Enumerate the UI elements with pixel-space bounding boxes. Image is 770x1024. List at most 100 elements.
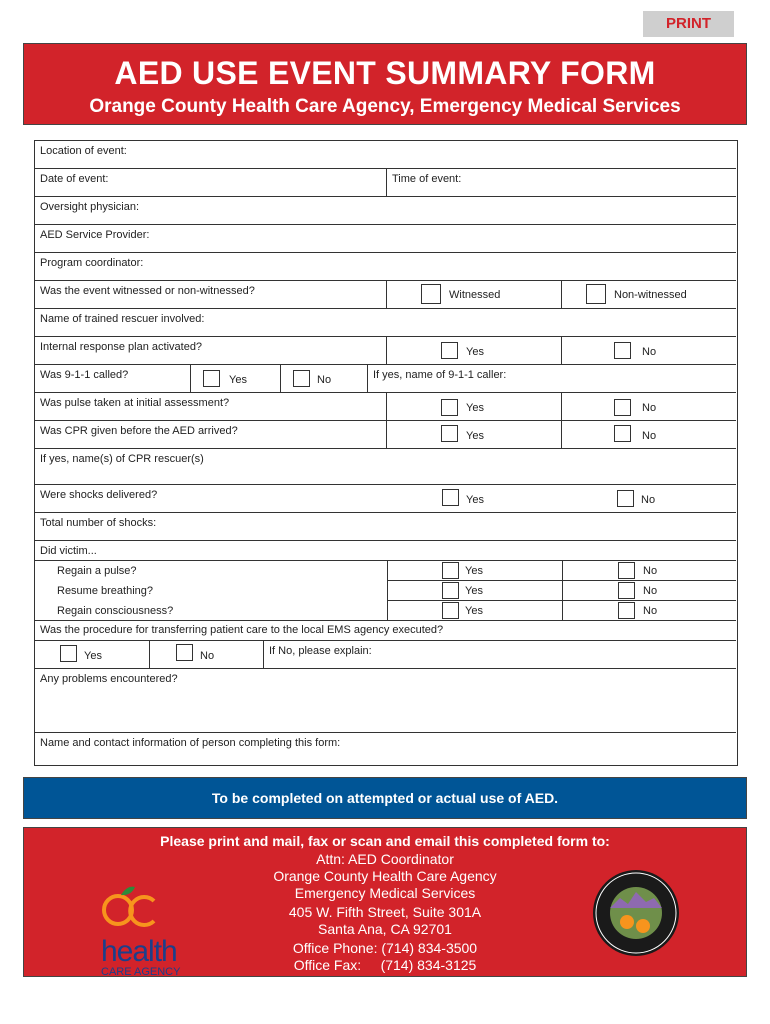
pulse-row: Was pulse taken at initial assessment? Y…: [35, 393, 736, 421]
victim-pulse-no-checkbox[interactable]: [618, 562, 635, 579]
non-witnessed-label: Non-witnessed: [614, 289, 687, 301]
witnessed-cell: Witnessed: [386, 281, 561, 308]
phone-line: Office Phone: (714) 834-3500: [292, 940, 478, 956]
transfer-no-checkbox[interactable]: [176, 644, 193, 661]
oc-health-logo: health CARE AGENCY: [101, 886, 181, 978]
shocks-question: Were shocks delivered?: [40, 489, 158, 501]
form-header: AED USE EVENT SUMMARY FORM Orange County…: [23, 43, 747, 125]
date-time-row: Date of event: Time of event:: [35, 169, 736, 197]
coordinator-label: Program coordinator:: [40, 257, 144, 269]
address-line: Orange County Health Care Agency: [273, 868, 497, 884]
total-shocks-field[interactable]: Total number of shocks:: [35, 513, 736, 541]
rescuer-label: Name of trained rescuer involved:: [40, 313, 205, 325]
location-field[interactable]: Location of event:: [35, 141, 736, 169]
plan-row: Internal response plan activated? Yes No: [35, 337, 736, 365]
witnessed-row: Was the event witnessed or non-witnessed…: [35, 281, 736, 309]
aed-form: Location of event: Date of event: Time o…: [34, 140, 738, 766]
time-label: Time of event:: [392, 173, 462, 185]
provider-field[interactable]: AED Service Provider:: [35, 225, 736, 253]
county-seal: [593, 870, 679, 956]
mail-title: Please print and mail, fax or scan and e…: [160, 833, 610, 849]
victim-label: Did victim...: [40, 545, 97, 557]
print-button[interactable]: PRINT: [643, 11, 734, 37]
cpr-names-field[interactable]: If yes, name(s) of CPR rescuer(s): [35, 449, 736, 485]
pulse-no-checkbox[interactable]: [614, 399, 631, 416]
yes-label: Yes: [465, 585, 483, 597]
pulse-question: Was pulse taken at initial assessment?: [40, 397, 230, 409]
contact-field[interactable]: Name and contact information of person c…: [35, 733, 736, 765]
victim-breathing-no-checkbox[interactable]: [618, 582, 635, 599]
victim-item-label: Regain a pulse?: [57, 565, 137, 577]
date-label: Date of event:: [40, 173, 109, 185]
shocks-row: Were shocks delivered? Yes No: [35, 485, 736, 513]
coordinator-field[interactable]: Program coordinator:: [35, 253, 736, 281]
plan-no-checkbox[interactable]: [614, 342, 631, 359]
yes-label: Yes: [466, 494, 484, 506]
plan-question: Internal response plan activated?: [40, 341, 203, 353]
called-question: Was 9-1-1 called?: [40, 369, 129, 381]
svg-text:health: health: [101, 935, 177, 968]
problems-field[interactable]: Any problems encountered?: [35, 669, 736, 733]
shocks-no-checkbox[interactable]: [617, 490, 634, 507]
email-line: Email: EMSlicensing@ochca.com: [280, 974, 490, 990]
form-subtitle: Orange County Health Care Agency, Emerge…: [89, 96, 681, 117]
victim-breathing-yes-checkbox[interactable]: [442, 582, 459, 599]
transfer-row: Yes No If No, please explain:: [35, 641, 736, 669]
victim-item-label: Resume breathing?: [57, 585, 154, 597]
yes-label: Yes: [466, 402, 484, 414]
called-row: Was 9-1-1 called? Yes No If yes, name of…: [35, 365, 736, 393]
yes-label: Yes: [465, 565, 483, 577]
victim-header: Did victim...: [35, 541, 736, 561]
transfer-yes-checkbox[interactable]: [60, 645, 77, 662]
yes-label: Yes: [229, 374, 247, 386]
address-line: Attn: AED Coordinator: [316, 851, 454, 867]
no-label: No: [643, 605, 658, 617]
called-yes-checkbox[interactable]: [203, 370, 220, 387]
yes-label: Yes: [466, 430, 484, 442]
explain-field[interactable]: If No, please explain:: [263, 641, 736, 668]
cpr-yes-checkbox[interactable]: [441, 425, 458, 442]
problems-label: Any problems encountered?: [40, 673, 178, 685]
witnessed-checkbox[interactable]: [421, 284, 441, 304]
address-line: Emergency Medical Services: [294, 885, 476, 901]
no-label: No: [317, 374, 332, 386]
victim-pulse-yes-checkbox[interactable]: [442, 562, 459, 579]
non-witnessed-checkbox[interactable]: [586, 284, 606, 304]
victim-pulse-row: Regain a pulse? Yes No: [35, 561, 736, 581]
no-label: No: [642, 402, 657, 414]
provider-label: AED Service Provider:: [40, 229, 150, 241]
shocks-yes-checkbox[interactable]: [442, 489, 459, 506]
plan-yes-checkbox[interactable]: [441, 342, 458, 359]
address-line: 405 W. Fifth Street, Suite 301A: [288, 904, 482, 920]
no-label: No: [641, 494, 656, 506]
victim-consciousness-yes-checkbox[interactable]: [442, 602, 459, 619]
caller-label: If yes, name of 9-1-1 caller:: [373, 369, 507, 381]
form-title: AED USE EVENT SUMMARY FORM: [114, 55, 656, 91]
cpr-names-label: If yes, name(s) of CPR rescuer(s): [40, 453, 204, 465]
transfer-question-row: Was the procedure for transferring patie…: [35, 621, 736, 641]
physician-field[interactable]: Oversight physician:: [35, 197, 736, 225]
pulse-yes-checkbox[interactable]: [441, 399, 458, 416]
time-field[interactable]: Time of event:: [386, 169, 736, 196]
location-label: Location of event:: [40, 145, 127, 157]
caller-field[interactable]: If yes, name of 9-1-1 caller:: [367, 365, 736, 392]
no-label: No: [643, 565, 658, 577]
contact-label: Name and contact information of person c…: [40, 737, 341, 749]
svg-text:CARE AGENCY: CARE AGENCY: [101, 966, 181, 978]
called-no-checkbox[interactable]: [293, 370, 310, 387]
yes-label: Yes: [466, 346, 484, 358]
yes-label: Yes: [84, 650, 102, 662]
witnessed-question: Was the event witnessed or non-witnessed…: [40, 285, 255, 297]
rescuer-field[interactable]: Name of trained rescuer involved:: [35, 309, 736, 337]
yes-label: Yes: [465, 605, 483, 617]
cpr-question: Was CPR given before the AED arrived?: [40, 425, 238, 437]
explain-label: If No, please explain:: [269, 645, 372, 657]
address-line: Santa Ana, CA 92701: [318, 921, 452, 937]
cpr-no-checkbox[interactable]: [614, 425, 631, 442]
no-label: No: [642, 346, 657, 358]
non-witnessed-cell: Non-witnessed: [561, 281, 736, 308]
no-label: No: [643, 585, 658, 597]
completion-note: To be completed on attempted or actual u…: [23, 777, 747, 819]
no-label: No: [200, 650, 215, 662]
victim-consciousness-no-checkbox[interactable]: [618, 602, 635, 619]
